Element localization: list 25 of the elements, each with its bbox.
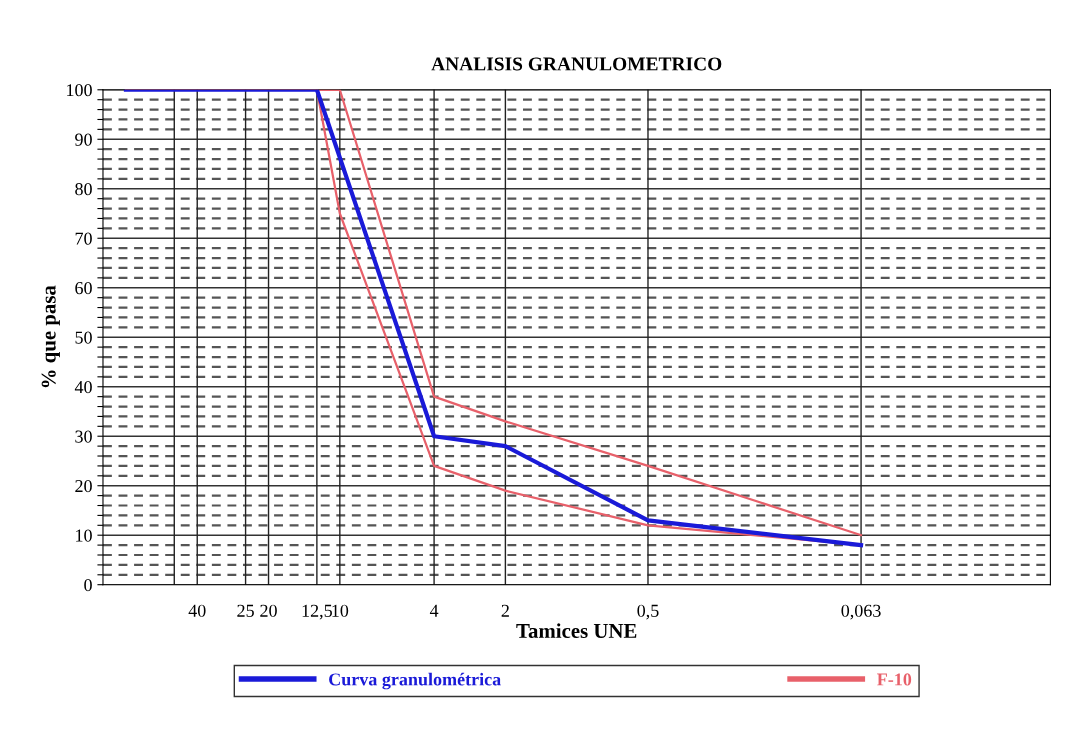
y-tick-label: 90 <box>75 133 92 146</box>
x-axis-title: Tamices UNE <box>516 623 637 638</box>
y-tick-label: 60 <box>75 282 92 295</box>
x-tick-label: 4 <box>429 604 439 617</box>
x-tick-label: 2 <box>501 604 509 617</box>
y-tick-label: 70 <box>75 232 92 245</box>
x-tick-label: 20 <box>260 604 277 617</box>
y-tick-label: 40 <box>74 380 92 394</box>
y-tick-label: 10 <box>76 529 92 542</box>
x-tick-label: 25 <box>237 604 254 617</box>
y-tick-label: 100 <box>67 84 92 97</box>
y-tick-label: 0 <box>84 578 92 592</box>
y-axis-title: % que pasa <box>41 285 60 388</box>
x-tick-label: 12,5 <box>302 604 332 620</box>
x-tick-label: 40 <box>188 604 206 617</box>
y-tick-label: 20 <box>75 479 92 493</box>
x-tick-label: 0,063 <box>841 604 881 620</box>
legend-label: F-10 <box>877 673 912 686</box>
y-tick-label: 80 <box>75 183 92 196</box>
y-tick-label: 30 <box>75 430 92 443</box>
chart-title: ANALISIS GRANULOMETRICO <box>431 57 722 71</box>
legend-label: Curva granulométrica <box>329 672 501 690</box>
y-tick-label: 50 <box>75 331 92 344</box>
x-tick-label: 0,5 <box>637 604 659 620</box>
x-tick-label: 10 <box>332 604 349 617</box>
